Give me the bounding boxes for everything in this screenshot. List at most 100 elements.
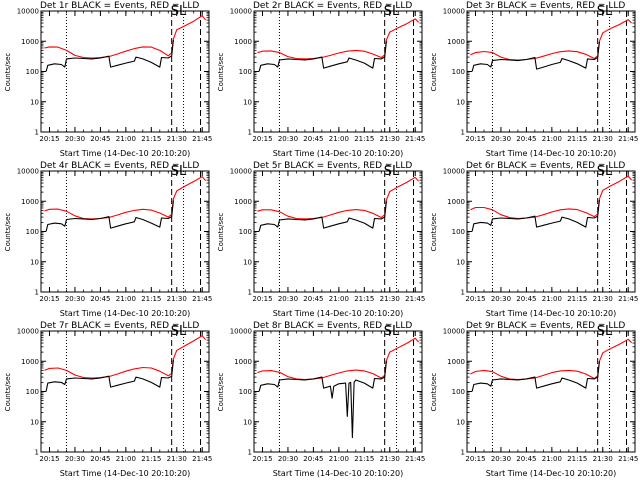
y-tick-label: 10	[243, 418, 252, 426]
x-tick-label: 20:30	[491, 135, 511, 143]
series-line-lld	[470, 175, 633, 220]
x-axis-label: Start Time (14-Dec-10 20:10:20)	[59, 469, 191, 478]
y-axis-label: Counts/sec	[430, 212, 438, 252]
x-tick-label: 21:00	[329, 135, 349, 143]
x-tick-label: 21:30	[380, 455, 400, 463]
chart-svg: 1 10 100 1000 10000 20:15 20:30 20:45 21:00 21:15…	[230, 8, 426, 144]
y-tick-label: 1000	[234, 198, 252, 206]
series-line-events	[471, 41, 600, 72]
x-tick-label: 20:15	[465, 135, 485, 143]
panel-title: Det 3r BLACK = Events, RED = LLD	[466, 1, 626, 11]
series-line-lld	[257, 18, 419, 60]
x-tick-label: 21:45	[618, 295, 638, 303]
sl-annotation: SL	[170, 164, 187, 179]
sl-annotation: SL	[383, 324, 400, 339]
y-tick-label: 100	[26, 228, 39, 236]
x-tick-label: 21:45	[618, 135, 638, 143]
series-line-events	[45, 359, 174, 392]
y-tick-label: 10000	[443, 8, 465, 16]
x-tick-label: 21:30	[593, 295, 613, 303]
x-tick-label: 21:15	[141, 455, 161, 463]
sl-annotation: SL	[170, 4, 187, 19]
panel-title: Det 4r BLACK = Events, RED = LLD	[40, 161, 200, 171]
panel-title: Det 6r BLACK = Events, RED = LLD	[466, 161, 626, 171]
series-line-lld	[44, 176, 207, 220]
x-axis-label: Start Time (14-Dec-10 20:10:20)	[485, 149, 617, 158]
x-tick-label: 20:45	[303, 295, 323, 303]
series-line-events	[258, 361, 387, 439]
x-tick-label: 21:45	[192, 135, 212, 143]
y-tick-label: 100	[452, 388, 465, 396]
y-tick-label: 100	[26, 68, 39, 76]
y-tick-label: 10	[456, 418, 465, 426]
y-tick-label: 1	[461, 289, 465, 297]
y-tick-label: 100	[239, 68, 252, 76]
panel-title: Det 9r BLACK = Events, RED = LLD	[466, 321, 626, 331]
x-tick-label: 21:45	[192, 455, 212, 463]
y-axis-label: Counts/sec	[4, 212, 12, 252]
y-tick-label: 10	[456, 258, 465, 266]
chart-svg: 1 10 100 1000 10000 20:15 20:30 20:45 21:00 21:15…	[230, 168, 426, 304]
series-line-lld	[257, 176, 420, 220]
x-tick-label: 21:30	[167, 455, 187, 463]
detector-panel-1: 1 10 100 1000 10000 20:15 20:30 20:45 21:00 21:15…	[0, 0, 213, 160]
y-axis-label: Counts/sec	[217, 212, 225, 252]
x-tick-label: 20:15	[465, 295, 485, 303]
y-tick-label: 10000	[17, 328, 39, 336]
chart-svg: 1 10 100 1000 10000 20:15 20:30 20:45 21:00 21:15…	[17, 8, 213, 144]
x-tick-label: 21:00	[542, 295, 562, 303]
sl-annotation: SL	[596, 324, 613, 339]
y-axis-label: Counts/sec	[4, 52, 12, 92]
series-line-lld	[470, 338, 632, 381]
x-tick-label: 20:15	[252, 295, 272, 303]
chart-svg: 1 10 100 1000 10000 20:15 20:30 20:45 21:00 21:15…	[17, 168, 213, 304]
x-tick-label: 20:45	[303, 135, 323, 143]
x-tick-label: 21:30	[380, 295, 400, 303]
sl-annotation: SL	[596, 164, 613, 179]
series-line-events	[258, 201, 387, 232]
y-tick-label: 1000	[447, 358, 465, 366]
y-tick-label: 1	[35, 449, 39, 457]
panel-title: Det 7r BLACK = Events, RED = LLD	[40, 321, 200, 331]
x-tick-label: 21:00	[329, 295, 349, 303]
x-tick-label: 21:45	[405, 295, 425, 303]
x-tick-label: 21:00	[542, 135, 562, 143]
x-tick-label: 20:45	[90, 295, 110, 303]
y-tick-label: 1000	[21, 358, 39, 366]
panel-title: Det 8r BLACK = Events, RED = LLD	[253, 321, 413, 331]
y-tick-label: 1	[248, 289, 252, 297]
y-tick-label: 10000	[17, 168, 39, 176]
x-tick-label: 20:30	[491, 295, 511, 303]
y-tick-label: 1000	[447, 198, 465, 206]
detector-panel-4: 1 10 100 1000 10000 20:15 20:30 20:45 21:00 21:15…	[0, 160, 213, 320]
detector-panel-2: 1 10 100 1000 10000 20:15 20:30 20:45 21:00 21:15…	[213, 0, 426, 160]
x-tick-label: 21:00	[116, 455, 136, 463]
y-tick-label: 10	[30, 98, 39, 106]
y-tick-label: 1	[35, 289, 39, 297]
series-line-events	[471, 361, 600, 392]
series-line-events	[258, 41, 387, 72]
x-tick-label: 21:30	[593, 135, 613, 143]
y-tick-label: 100	[26, 388, 39, 396]
x-tick-label: 21:15	[354, 295, 374, 303]
y-tick-label: 1	[248, 449, 252, 457]
x-tick-label: 21:45	[405, 455, 425, 463]
y-axis-label: Counts/sec	[430, 372, 438, 412]
chart-svg: 1 10 100 1000 10000 20:15 20:30 20:45 21:00 21:15…	[443, 328, 639, 464]
x-tick-label: 20:45	[516, 295, 536, 303]
y-tick-label: 100	[239, 228, 252, 236]
sl-annotation: SL	[383, 4, 400, 19]
detector-panel-6: 1 10 100 1000 10000 20:15 20:30 20:45 21:00 21:15…	[426, 160, 639, 320]
panel-title: Det 1r BLACK = Events, RED = LLD	[40, 1, 200, 11]
x-tick-label: 20:30	[65, 135, 85, 143]
series-line-lld	[257, 337, 420, 381]
x-tick-label: 20:45	[516, 455, 536, 463]
y-axis-label: Counts/sec	[4, 372, 12, 412]
x-tick-label: 21:15	[354, 135, 374, 143]
detector-panel-9: 1 10 100 1000 10000 20:15 20:30 20:45 21:00 21:15…	[426, 320, 639, 480]
chart-svg: 1 10 100 1000 10000 20:15 20:30 20:45 21:00 21:15…	[443, 168, 639, 304]
y-tick-label: 1	[461, 449, 465, 457]
x-tick-label: 20:30	[65, 295, 85, 303]
y-tick-label: 10	[243, 98, 252, 106]
